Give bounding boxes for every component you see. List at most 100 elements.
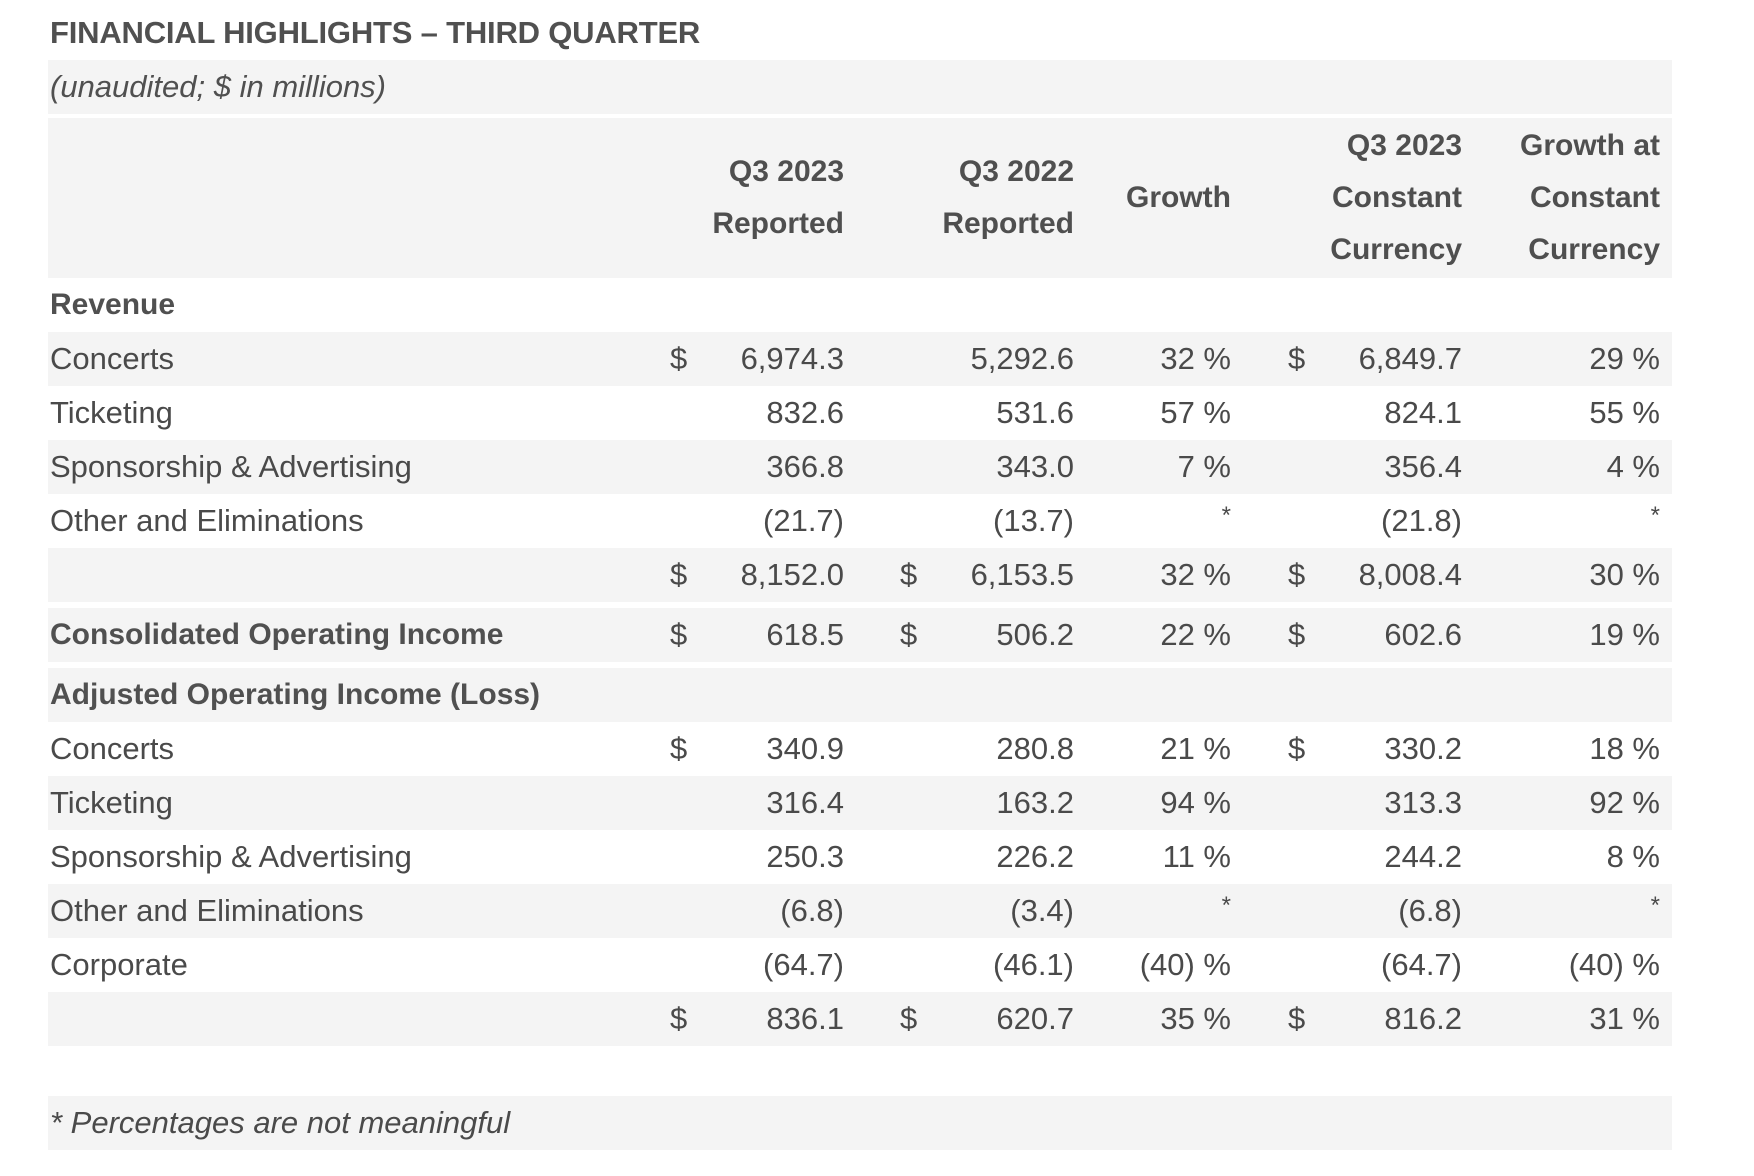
cell-q3-2023-reported: 832.6	[766, 395, 844, 430]
currency-symbol: $	[1288, 341, 1306, 376]
header-line: Currency	[1330, 233, 1462, 266]
currency-symbol: $	[670, 731, 688, 766]
header-line: Growth	[1126, 181, 1231, 214]
cell-growth: (40) %	[1139, 947, 1231, 982]
cell-growth: 57 %	[1160, 395, 1231, 430]
cell-q3-2023-constant-currency: 356.4	[1384, 449, 1462, 484]
cell-growth-constant-currency: 29 %	[1589, 341, 1660, 376]
cell-q3-2022-reported: 163.2	[996, 785, 1074, 820]
table-row: Concerts $340.9 280.8 21 % $330.2 18 %	[48, 722, 1672, 776]
currency-symbol: $	[1288, 617, 1306, 652]
row-label: Ticketing	[50, 785, 173, 820]
currency-symbol: $	[670, 1001, 688, 1036]
currency-symbol: $	[670, 557, 688, 592]
cell-q3-2023-reported: (21.7)	[763, 503, 844, 538]
cell-growth-constant-currency: *	[1650, 502, 1660, 529]
cell-growth: 94 %	[1160, 785, 1231, 820]
table-row: Sponsorship & Advertising 366.8 343.0 7 % 35…	[48, 440, 1672, 494]
cell-q3-2023-constant-currency: 816.2	[1384, 1001, 1462, 1036]
header-q3-2022-reported: Q3 2022 Reported	[942, 146, 1074, 250]
header-line: Reported	[712, 207, 844, 240]
table-row: $836.1 $620.7 35 % $816.2 31 %	[48, 992, 1672, 1046]
table-row: Revenue	[48, 278, 1672, 332]
cell-growth: *	[1221, 892, 1231, 919]
cell-q3-2022-reported: 531.6	[996, 395, 1074, 430]
currency-symbol: $	[900, 557, 918, 592]
cell-growth-constant-currency: 18 %	[1589, 731, 1660, 766]
cell-q3-2023-constant-currency: 8,008.4	[1358, 557, 1462, 592]
row-label: Other and Eliminations	[50, 893, 364, 928]
cell-q3-2022-reported: (46.1)	[993, 947, 1074, 982]
cell-growth-constant-currency: 4 %	[1606, 449, 1660, 484]
cell-growth-constant-currency: *	[1650, 892, 1660, 919]
cell-q3-2023-constant-currency: 313.3	[1384, 785, 1462, 820]
row-label: Sponsorship & Advertising	[50, 839, 412, 874]
row-label: Other and Eliminations	[50, 503, 364, 538]
cell-growth: 35 %	[1160, 1001, 1231, 1036]
header-line: Reported	[942, 207, 1074, 240]
table-row: Consolidated Operating Income $618.5 $506.…	[48, 608, 1672, 662]
cell-q3-2022-reported: (3.4)	[1010, 893, 1074, 928]
header-line: Q3 2022	[958, 155, 1074, 188]
cell-q3-2023-constant-currency: (6.8)	[1398, 893, 1462, 928]
cell-q3-2022-reported: 280.8	[996, 731, 1074, 766]
cell-q3-2022-reported: 506.2	[996, 617, 1074, 652]
cell-growth-constant-currency: 92 %	[1589, 785, 1660, 820]
cell-growth: 22 %	[1160, 617, 1231, 652]
currency-symbol: $	[900, 617, 918, 652]
row-label: Concerts	[50, 341, 175, 376]
cell-q3-2023-constant-currency: (64.7)	[1381, 947, 1462, 982]
cell-growth-constant-currency: 31 %	[1589, 1001, 1660, 1036]
cell-q3-2022-reported: (13.7)	[993, 503, 1074, 538]
header-growth: Growth	[1126, 172, 1231, 224]
table-row: $8,152.0 $6,153.5 32 % $8,008.4 30 %	[48, 548, 1672, 602]
cell-q3-2023-reported: 6,974.3	[740, 341, 844, 376]
table-row: Adjusted Operating Income (Loss)	[48, 668, 1672, 722]
table-row: Ticketing 316.4 163.2 94 % 313.3 92 %	[48, 776, 1672, 830]
currency-symbol: $	[1288, 1001, 1306, 1036]
cell-growth: 11 %	[1162, 839, 1231, 874]
table-row: Ticketing 832.6 531.6 57 % 824.1 55 %	[48, 386, 1672, 440]
cell-growth: 7 %	[1177, 449, 1231, 484]
table-header: Q3 2023 Reported Q3 2022 Reported Growth…	[48, 118, 1672, 278]
currency-symbol: $	[670, 341, 688, 376]
cell-growth-constant-currency: 19 %	[1589, 617, 1660, 652]
cell-q3-2023-reported: 316.4	[766, 785, 844, 820]
cell-growth: 21 %	[1160, 731, 1231, 766]
header-line: Growth at	[1520, 129, 1660, 162]
table-row: Other and Eliminations (21.7) (13.7) * (21.8…	[48, 494, 1672, 548]
cell-growth-constant-currency: 55 %	[1589, 395, 1660, 430]
cell-q3-2022-reported: 226.2	[996, 839, 1074, 874]
header-line: Q3 2023	[728, 155, 844, 188]
cell-growth: 32 %	[1160, 557, 1231, 592]
cell-q3-2022-reported: 343.0	[996, 449, 1074, 484]
table-row: Corporate (64.7) (46.1) (40) % (64.7) (40) %	[48, 938, 1672, 992]
currency-symbol: $	[1288, 731, 1306, 766]
cell-q3-2023-constant-currency: 330.2	[1384, 731, 1462, 766]
cell-q3-2023-constant-currency: 602.6	[1384, 617, 1462, 652]
cell-q3-2022-reported: 620.7	[996, 1001, 1074, 1036]
currency-symbol: $	[900, 1001, 918, 1036]
cell-q3-2023-reported: 340.9	[766, 731, 844, 766]
header-line: Currency	[1528, 233, 1660, 266]
cell-q3-2022-reported: 6,153.5	[970, 557, 1074, 592]
cell-q3-2023-constant-currency: 6,849.7	[1358, 341, 1462, 376]
row-label: Consolidated Operating Income	[50, 618, 504, 651]
header-line: Constant	[1332, 181, 1462, 214]
cell-q3-2023-reported: (64.7)	[763, 947, 844, 982]
table-row: Sponsorship & Advertising 250.3 226.2 11 % 2…	[48, 830, 1672, 884]
cell-growth-constant-currency: (40) %	[1568, 947, 1660, 982]
cell-growth-constant-currency: 8 %	[1606, 839, 1660, 874]
currency-symbol: $	[670, 617, 688, 652]
row-label: Concerts	[50, 731, 175, 766]
cell-q3-2023-constant-currency: (21.8)	[1381, 503, 1462, 538]
cell-q3-2023-reported: 250.3	[766, 839, 844, 874]
cell-growth: 32 %	[1160, 341, 1231, 376]
header-growth-constant-currency: Growth at Constant Currency	[1520, 120, 1660, 276]
page-title: FINANCIAL HIGHLIGHTS – THIRD QUARTER	[50, 15, 701, 50]
header-line: Q3 2023	[1346, 129, 1462, 162]
cell-q3-2023-reported: 618.5	[766, 617, 844, 652]
table-subtitle: (unaudited; $ in millions)	[48, 60, 1672, 114]
currency-symbol: $	[1288, 557, 1306, 592]
row-label: Ticketing	[50, 395, 173, 430]
